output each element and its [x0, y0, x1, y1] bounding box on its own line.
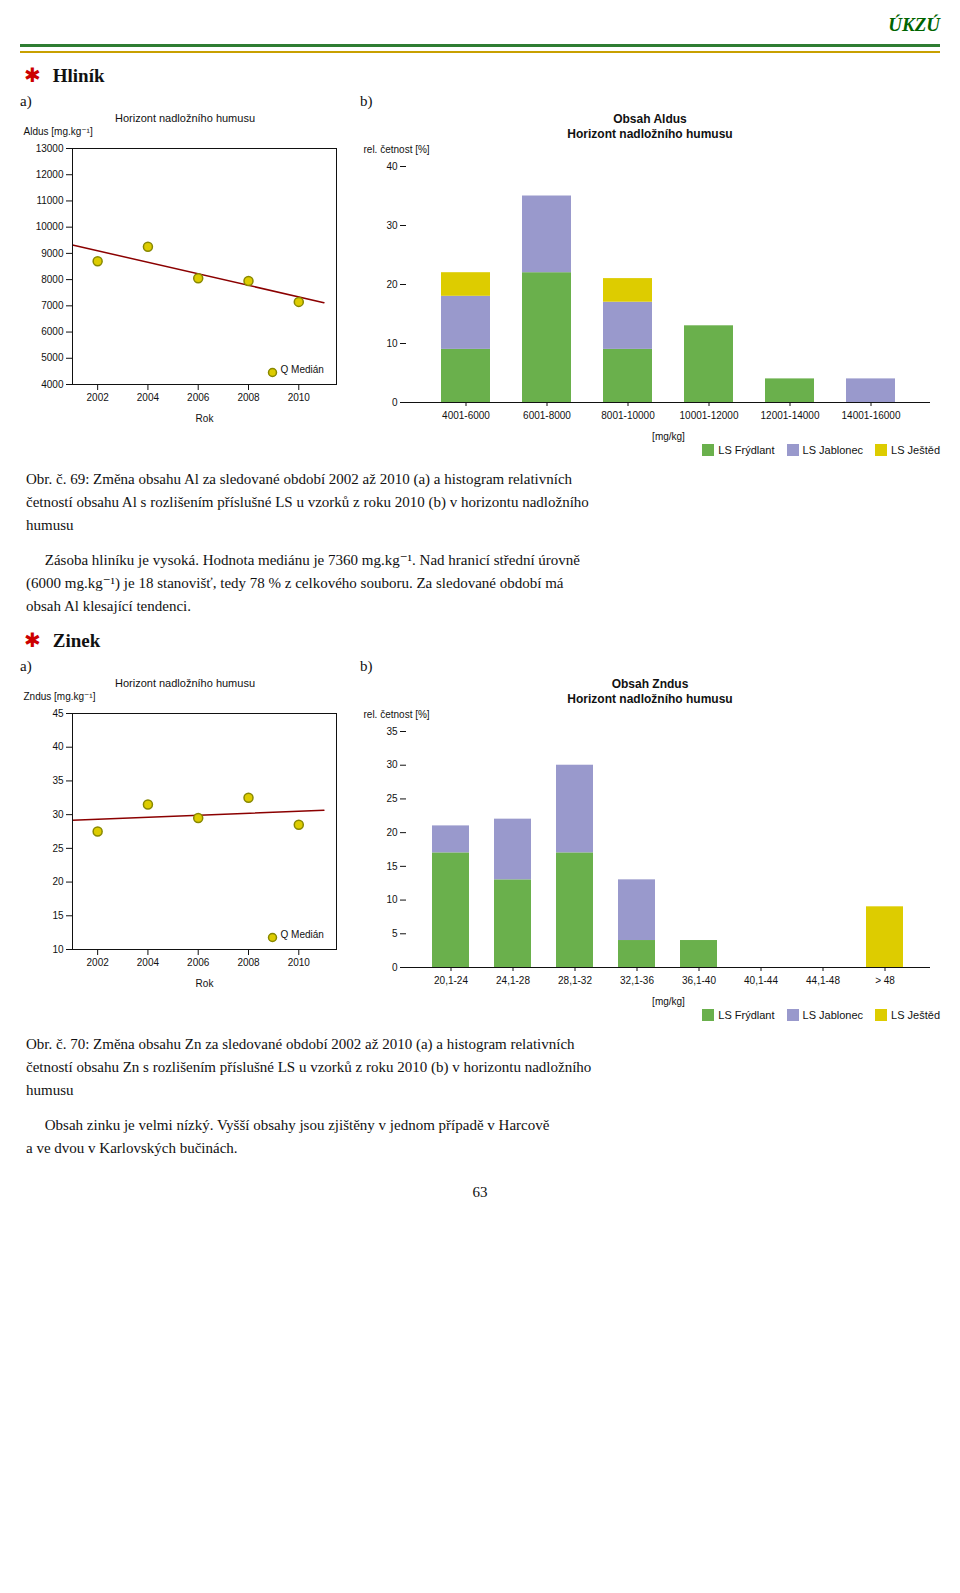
svg-text:8000: 8000 [41, 274, 64, 285]
svg-text:10001-12000: 10001-12000 [680, 410, 739, 421]
html-text:a): a) [20, 658, 32, 674]
svg-text:2008: 2008 [237, 392, 260, 403]
html-text:četností obsahu Zn s rozlišení: četností obsahu Zn s rozlišením příslušn… [26, 1059, 592, 1075]
svg-text:6001-8000: 6001-8000 [523, 410, 571, 421]
html-text:Obr. č. 70: Změna obsahu Zn za: Obr. č. 70: Změna obsahu Zn za sledované… [26, 1036, 575, 1052]
svg-text:10: 10 [386, 338, 398, 349]
svg-text:10000: 10000 [36, 221, 64, 232]
svg-text:2004: 2004 [137, 957, 160, 968]
svg-text:35: 35 [52, 775, 64, 786]
svg-text:30: 30 [52, 809, 64, 820]
html-text:b): b) [360, 93, 373, 109]
html-text:Horizont nadložního humusu: Horizont nadložního humusu [115, 677, 255, 689]
svg-text:15: 15 [52, 910, 64, 921]
svg-text:[mg/kg]: [mg/kg] [652, 996, 685, 1007]
svg-text:28,1-32: 28,1-32 [558, 975, 592, 986]
html-text:LS Jablonec: LS Jablonec [802, 444, 864, 456]
svg-text:25: 25 [52, 843, 64, 854]
svg-text:Rok: Rok [196, 413, 215, 424]
svg-text:30: 30 [386, 759, 398, 770]
svg-text:[mg/kg]: [mg/kg] [652, 431, 685, 442]
svg-text:5000: 5000 [41, 352, 64, 363]
svg-text:20: 20 [386, 827, 398, 838]
html-text:LS Frýdlant: LS Frýdlant [718, 444, 775, 456]
svg-text:6000: 6000 [41, 326, 64, 337]
svg-text:4000: 4000 [41, 379, 64, 390]
html-text:Horizont nadložního humusu: Horizont nadložního humusu [115, 112, 255, 124]
svg-text:40,1-44: 40,1-44 [744, 975, 778, 986]
svg-text:7000: 7000 [41, 300, 64, 311]
html-text:LS Ještěd: LS Ještěd [891, 1009, 940, 1021]
svg-text:14001-16000: 14001-16000 [842, 410, 901, 421]
svg-text:Zndus [mg.kg⁻¹]: Zndus [mg.kg⁻¹] [24, 691, 96, 702]
html-text:Zásoba hliníku je vysoká. Hodn: Zásoba hliníku je vysoká. Hodnota medián… [26, 552, 580, 568]
html-text:LS Ještěd: LS Ještěd [891, 444, 940, 456]
svg-text:0: 0 [392, 962, 398, 973]
svg-text:2006: 2006 [187, 957, 210, 968]
svg-text:20: 20 [386, 279, 398, 290]
html-text:(6000 mg.kg⁻¹) je 18 stanovišť: (6000 mg.kg⁻¹) je 18 stanovišť, tedy 78 … [26, 575, 564, 591]
svg-text:0: 0 [392, 397, 398, 408]
html-text:ÚKZÚ: ÚKZÚ [888, 14, 940, 35]
svg-text:Aldus [mg.kg⁻¹]: Aldus [mg.kg⁻¹] [24, 126, 93, 137]
svg-text:2002: 2002 [87, 392, 110, 403]
svg-text:2002: 2002 [87, 957, 110, 968]
svg-text:Q Medián: Q Medián [281, 929, 324, 940]
svg-text:36,1-40: 36,1-40 [682, 975, 716, 986]
html-text:humusu: humusu [26, 517, 74, 533]
svg-text:12000: 12000 [36, 169, 64, 180]
svg-text:9000: 9000 [41, 248, 64, 259]
svg-text:> 48: > 48 [875, 975, 895, 986]
html-text:a ve dvou v Karlovských bučiná: a ve dvou v Karlovských bučinách. [26, 1140, 238, 1156]
html-text:Zinek: Zinek [52, 630, 101, 651]
svg-text:45: 45 [52, 708, 64, 719]
svg-text:Rok: Rok [196, 978, 215, 989]
html-text:63: 63 [472, 1184, 488, 1200]
svg-text:20,1-24: 20,1-24 [434, 975, 468, 986]
svg-text:2010: 2010 [288, 957, 311, 968]
svg-text:44,1-48: 44,1-48 [806, 975, 840, 986]
svg-text:2010: 2010 [288, 392, 311, 403]
html-text:Horizont nadložního humusu: Horizont nadložního humusu [567, 127, 733, 141]
html-text:LS Jablonec: LS Jablonec [802, 1009, 864, 1021]
svg-text:32,1-36: 32,1-36 [620, 975, 654, 986]
html-text:Obsah zinku je velmi nízký. Vy: Obsah zinku je velmi nízký. Vyšší obsahy… [26, 1117, 550, 1133]
html-text:Horizont nadložního humusu: Horizont nadložního humusu [567, 692, 733, 706]
svg-text:11000: 11000 [36, 195, 64, 206]
svg-text:2006: 2006 [187, 392, 210, 403]
svg-text:rel. četnost [%]: rel. četnost [%] [364, 144, 430, 155]
svg-text:12001-14000: 12001-14000 [761, 410, 820, 421]
svg-text:30: 30 [386, 220, 398, 231]
svg-text:8001-10000: 8001-10000 [601, 410, 655, 421]
svg-text:2004: 2004 [137, 392, 160, 403]
html-text:LS Frýdlant: LS Frýdlant [718, 1009, 775, 1021]
svg-text:25: 25 [386, 793, 398, 804]
html-text:Obsah Zndus: Obsah Zndus [611, 677, 689, 691]
html-text:obsah Al klesající tendenci.: obsah Al klesající tendenci. [26, 598, 191, 614]
svg-text:15: 15 [386, 861, 398, 872]
html-text:Obr. č. 69: Změna obsahu Al za: Obr. č. 69: Změna obsahu Al za sledované… [26, 471, 573, 487]
svg-text:2008: 2008 [237, 957, 260, 968]
html-text:Hliník: Hliník [52, 65, 105, 86]
html-text:a): a) [20, 93, 32, 109]
svg-text:40: 40 [386, 161, 398, 172]
html-text:humusu: humusu [26, 1082, 74, 1098]
html-text:b): b) [360, 658, 373, 674]
svg-text:10: 10 [386, 894, 398, 905]
svg-text:10: 10 [52, 944, 64, 955]
svg-text:Q Medián: Q Medián [281, 364, 324, 375]
svg-text:20: 20 [52, 876, 64, 887]
html-text:Obsah Aldus: Obsah Aldus [613, 112, 687, 126]
svg-text:40: 40 [52, 741, 64, 752]
svg-text:5: 5 [392, 928, 398, 939]
svg-text:13000: 13000 [36, 143, 64, 154]
svg-text:4001-6000: 4001-6000 [442, 410, 490, 421]
svg-text:rel. četnost [%]: rel. četnost [%] [364, 709, 430, 720]
html-text:četností obsahu Al s rozlišení: četností obsahu Al s rozlišením příslušn… [26, 494, 589, 510]
svg-text:24,1-28: 24,1-28 [496, 975, 530, 986]
svg-text:35: 35 [386, 726, 398, 737]
